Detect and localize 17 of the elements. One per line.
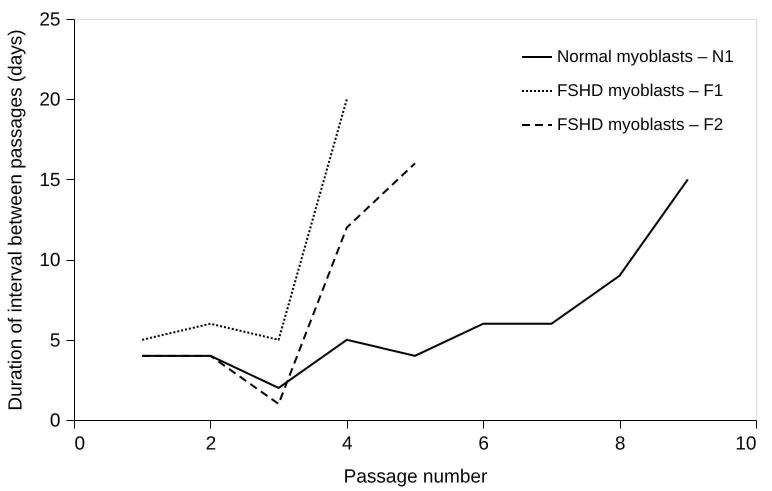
x-tick-label: 8 [614,434,626,454]
y-axis-title: Duration of interval between passages (days) [5,29,26,411]
y-tick-label: 20 [39,90,60,111]
y-tick-label: 5 [50,330,60,352]
x-tick-label: 6 [478,434,489,454]
x-tick-label: 0 [74,434,86,454]
x-tick-label: 4 [342,434,354,454]
y-tick-label: 0 [50,410,60,432]
legend-label: Normal myoblasts – N1 [557,47,734,66]
y-tick-label: 25 [39,10,60,30]
x-axis-title: Passage number [344,466,488,488]
legend-label: FSHD myoblasts – F1 [557,81,724,100]
y-tick-label: 15 [39,170,60,191]
y-tick-label: 10 [39,250,60,272]
x-tick-label: 2 [206,434,216,454]
legend-label: FSHD myoblasts – F2 [557,115,724,134]
x-tick-label: 10 [735,434,756,454]
